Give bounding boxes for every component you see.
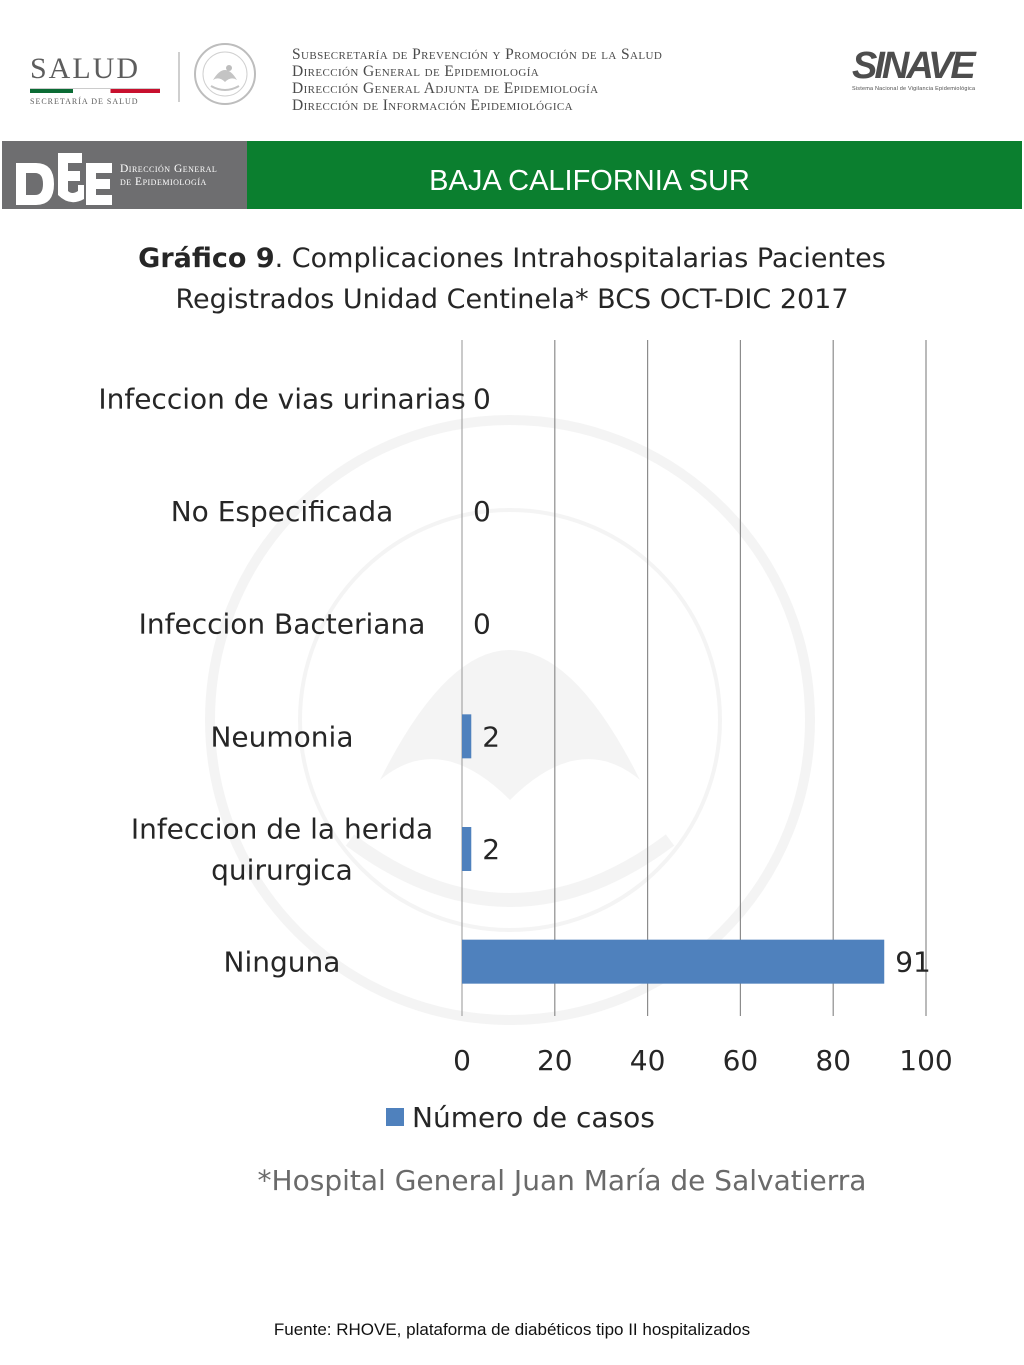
x-tick-label: 20 <box>537 1044 573 1077</box>
gridlines <box>461 340 927 1016</box>
seal-watermark-icon <box>205 415 815 1025</box>
category-label-line: Ninguna <box>224 946 341 979</box>
data-label: 0 <box>473 608 491 641</box>
bar <box>462 827 472 871</box>
header-line: Dirección General Adjunta de Epidemiolog… <box>292 80 599 97</box>
category-label-line: No Especificada <box>171 495 394 528</box>
data-labels: 0 0 0 2 2 91 <box>473 382 931 978</box>
category-label: Infeccion Bacteriana <box>139 608 426 641</box>
chart-title-number: Gráfico 9 <box>138 243 275 274</box>
state-banner: Dirección General de Epidemiología BAJA … <box>2 141 1022 209</box>
header-divider <box>178 52 180 102</box>
sinave-logo-tagline: Sistema Nacional de Vigilancia Epidemiol… <box>852 86 976 92</box>
banner-green-bar <box>247 141 1022 209</box>
legend-swatch <box>386 1108 404 1126</box>
data-label: 0 <box>473 382 491 415</box>
footnote: *Hospital General Juan María de Salvatie… <box>257 1164 867 1197</box>
category-label-line: Infeccion de la herida <box>131 813 433 846</box>
category-label-line: quirurgica <box>211 854 353 887</box>
data-label: 91 <box>895 946 931 979</box>
category-label: Neumonia <box>210 720 353 753</box>
bar-chart: 0 0 0 2 2 91 Infeccion de vias urinarias No Es… <box>98 340 953 1134</box>
salud-logo: SALUD SECRETARÍA DE SALUD <box>30 52 160 106</box>
bar <box>462 714 472 759</box>
dge-text-line: Dirección General <box>120 163 218 175</box>
data-label: 2 <box>482 833 500 866</box>
category-label-line: Infeccion de vias urinarias <box>98 382 465 415</box>
category-label-line: Infeccion Bacteriana <box>139 608 426 641</box>
header-institution-lines: Subsecretaría de Prevención y Promoción … <box>292 46 812 114</box>
category-labels: Infeccion de vias urinarias No Especifica… <box>98 382 465 978</box>
dge-panel: Dirección General de Epidemiología <box>2 141 247 209</box>
header-line: Subsecretaría de Prevención y Promoción … <box>292 46 663 63</box>
salud-logo-bar <box>30 88 160 93</box>
source-note: Fuente: RHOVE, plataforma de diabéticos … <box>273 1320 751 1339</box>
bars <box>462 714 885 984</box>
sinave-logo: SINAVE Sistema Nacional de Vigilancia Ep… <box>852 46 992 98</box>
data-label: 2 <box>482 720 500 753</box>
category-label: Infeccion de la herida quirurgica <box>131 813 433 887</box>
dge-logo-icon <box>16 153 112 205</box>
category-label: Infeccion de vias urinarias <box>98 382 465 415</box>
category-label: No Especificada <box>171 495 394 528</box>
x-tick-labels: 0 20 40 60 80 100 <box>453 1044 953 1077</box>
x-tick-label: 100 <box>899 1044 952 1077</box>
x-tick-label: 0 <box>453 1044 471 1077</box>
page-header: SALUD SECRETARÍA DE SALUD Subsecretaría … <box>0 0 1024 140</box>
category-label-line: Neumonia <box>210 720 353 753</box>
header-line: Dirección General de Epidemiología <box>292 63 540 80</box>
state-name: BAJA CALIFORNIA SUR <box>429 165 750 197</box>
dge-text: Dirección General de Epidemiología <box>120 163 217 189</box>
x-tick-label: 40 <box>630 1044 666 1077</box>
salud-logo-word: SALUD <box>30 52 141 85</box>
salud-logo-sub: SECRETARÍA DE SALUD <box>30 97 139 106</box>
chart-title: Gráfico 9. Complicaciones Intrahospitala… <box>100 238 924 320</box>
sinave-logo-word: SINAVE <box>852 45 976 87</box>
category-label: Ninguna <box>224 946 341 979</box>
data-label: 0 <box>473 495 491 528</box>
dge-text-line: de Epidemiología <box>120 176 207 188</box>
national-seal-icon <box>194 43 256 105</box>
header-line: Dirección de Información Epidemiológica <box>292 97 573 114</box>
legend-label: Número de casos <box>412 1101 655 1134</box>
legend: Número de casos <box>386 1101 655 1134</box>
x-tick-label: 60 <box>723 1044 759 1077</box>
bar <box>462 939 885 984</box>
chart-title-text: . Complicaciones Intrahospitalarias Paci… <box>175 243 886 315</box>
x-tick-label: 80 <box>815 1044 851 1077</box>
